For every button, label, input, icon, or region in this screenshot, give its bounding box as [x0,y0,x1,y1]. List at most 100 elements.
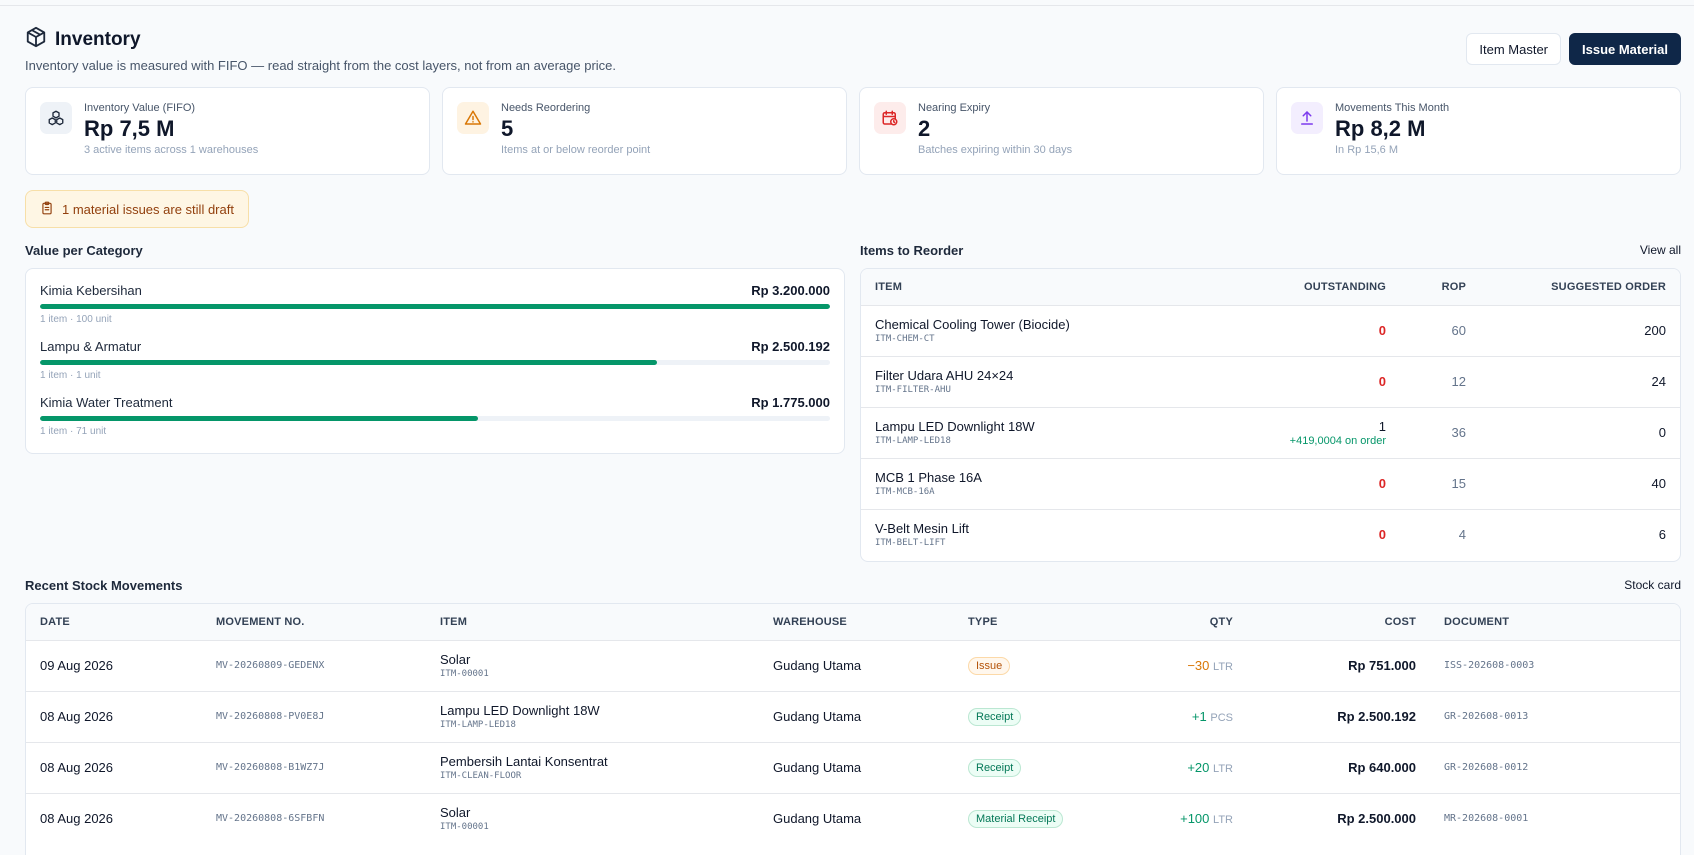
col-document: DOCUMENT [1430,604,1680,640]
document-number[interactable]: MR-202608-0001 [1430,792,1680,844]
outstanding-value: 0 [1378,527,1386,543]
category-bar-fill [40,360,657,365]
cost-value: Rp 640.000 [1247,741,1430,793]
category-bar-track [40,416,830,421]
item-code: ITM-LAMP-LED18 [440,720,516,730]
table-row[interactable]: MCB 1 Phase 16A ITM-MCB-16A 0 15 40 [861,457,1680,509]
clipboard-icon [40,201,54,218]
page-header: Inventory Inventory value is measured wi… [25,26,1681,76]
col-qty: QTY [1114,604,1247,640]
title-row: Inventory [25,26,1681,53]
item-name: Chemical Cooling Tower (Biocide) [875,317,1070,332]
qty-unit: LTR [1213,661,1233,673]
stat-value: Rp 7,5 M [84,116,175,141]
item-name: V-Belt Mesin Lift [875,521,969,537]
document-number[interactable]: GR-202608-0012 [1430,741,1680,793]
category-meta: 1 item · 100 unit [40,314,112,325]
col-suggested-order: SUGGESTED ORDER [1480,269,1680,305]
document-number[interactable]: GR-202608-0013 [1430,690,1680,742]
col-type: TYPE [954,604,1114,640]
stat-label: Movements This Month [1335,102,1450,114]
table-row[interactable]: V-Belt Mesin Lift ITM-BELT-LIFT 0 4 6 [861,508,1680,560]
type-badge: Receipt [968,758,1022,777]
items-to-reorder-title: Items to Reorder [860,243,964,258]
stat-sub: Items at or below reorder point [501,144,651,156]
item-name: Solar [440,805,471,821]
warehouse-name: Gudang Utama [759,690,954,742]
col-outstanding: OUTSTANDING [1220,269,1400,305]
category-bar-track [40,304,830,309]
stat-value: 5 [501,116,514,141]
value-per-category-card: Kimia Kebersihan Rp 3.200.000 1 item · 1… [25,268,845,454]
items-to-reorder-card: ITEM OUTSTANDING ROP SUGGESTED ORDER Che… [860,268,1681,562]
col-date: DATE [26,604,202,640]
item-code: ITM-CLEAN-FLOOR [440,771,522,781]
item-code: ITM-00001 [440,822,489,833]
item-code: ITM-BELT-LIFT [875,538,946,549]
cost-value: Rp 751.000 [1247,639,1430,691]
outstanding-value: 0 [1378,374,1386,389]
item-master-button[interactable]: Item Master [1466,33,1561,65]
qty-value: +100 [1180,811,1210,827]
qty-value: +1 [1191,709,1207,724]
stock-card-link[interactable]: Stock card [1624,578,1681,592]
rop-value: 15 [1400,457,1480,509]
type-badge: Material Receipt [968,809,1064,828]
stat-sub: Batches expiring within 30 days [918,144,1073,156]
table-row[interactable]: 08 Aug 2026 MV-20260808-6SFBFN Solar ITM-… [26,792,1680,844]
stat-value: Rp 8,2 M [1335,116,1426,141]
items-to-reorder-header: Items to Reorder View all [860,243,1681,258]
table-row[interactable]: Filter Udara AHU 24×24 ITM-FILTER-AHU 0 1… [861,355,1680,407]
qty-unit: PCS [1210,712,1233,724]
movement-date: 08 Aug 2026 [26,792,202,844]
warehouse-name: Gudang Utama [759,792,954,844]
category-bar-fill [40,416,479,421]
stat-value: 2 [918,116,931,141]
category-value: Rp 1.775.000 [751,395,830,410]
table-row[interactable]: Lampu LED Downlight 18W ITM-LAMP-LED18 1 +… [861,406,1680,458]
col-movement-no: MOVEMENT NO. [202,604,426,640]
category-item: Kimia Kebersihan Rp 3.200.000 1 item · 1… [40,283,830,339]
col-item: ITEM [426,604,759,640]
outstanding-value: 0 [1378,476,1386,491]
item-code: ITM-MCB-16A [875,487,935,497]
table-row[interactable]: 08 Aug 2026 MV-20260808-PV0E8J Lampu LED… [26,690,1680,742]
draft-notice-text: 1 material issues are still draft [62,201,234,217]
suggested-order-value: 40 [1480,457,1680,509]
stat-sub: 3 active items across 1 warehouses [84,144,259,156]
suggested-order-value: 6 [1480,508,1680,560]
table-row[interactable]: Chemical Cooling Tower (Biocide) ITM-CHEM… [861,304,1680,356]
top-divider [0,5,1694,6]
category-item: Lampu & Armatur Rp 2.500.192 1 item · 1 … [40,339,830,395]
table-row[interactable]: 08 Aug 2026 MV-20260808-B1WZ7J Pembersih… [26,741,1680,793]
qty-value: −30 [1187,658,1210,673]
reorder-table: ITEM OUTSTANDING ROP SUGGESTED ORDER Che… [861,269,1680,560]
stat-card-inventory-value: Inventory Value (FIFO) Rp 7,5 M 3 active… [25,87,430,175]
table-row[interactable]: 09 Aug 2026 MV-20260809-GEDENX Solar ITM-… [26,639,1680,691]
cubes-icon [40,102,72,134]
category-item: Kimia Water Treatment Rp 1.775.000 1 ite… [40,395,830,451]
rop-value: 60 [1400,304,1480,356]
outstanding-value: 1 [1378,418,1386,434]
stat-card-needs-reordering: Needs Reordering 5 Items at or below reo… [442,87,847,175]
stat-card-movements: Movements This Month Rp 8,2 M In Rp 15,6… [1276,87,1681,175]
category-bar-fill [40,304,830,309]
movement-date: 09 Aug 2026 [26,639,202,691]
col-item: ITEM [861,269,1220,305]
category-meta: 1 item · 1 unit [40,370,101,381]
page-title: Inventory [55,28,141,50]
category-meta: 1 item · 71 unit [40,426,107,437]
item-name: MCB 1 Phase 16A [875,470,982,485]
cost-value: Rp 2.500.192 [1247,690,1430,742]
box-icon [25,26,47,53]
document-number[interactable]: ISS-202608-0003 [1430,639,1680,691]
stat-sub: In Rp 15,6 M [1335,144,1398,156]
view-all-link[interactable]: View all [1639,243,1681,257]
item-code: ITM-CHEM-CT [875,334,935,344]
item-name: Solar [440,652,471,667]
item-code: ITM-00001 [440,669,489,679]
col-rop: ROP [1400,269,1480,305]
draft-notice[interactable]: 1 material issues are still draft [25,190,249,228]
issue-material-button[interactable]: Issue Material [1569,33,1681,65]
item-code: ITM-FILTER-AHU [875,385,951,395]
